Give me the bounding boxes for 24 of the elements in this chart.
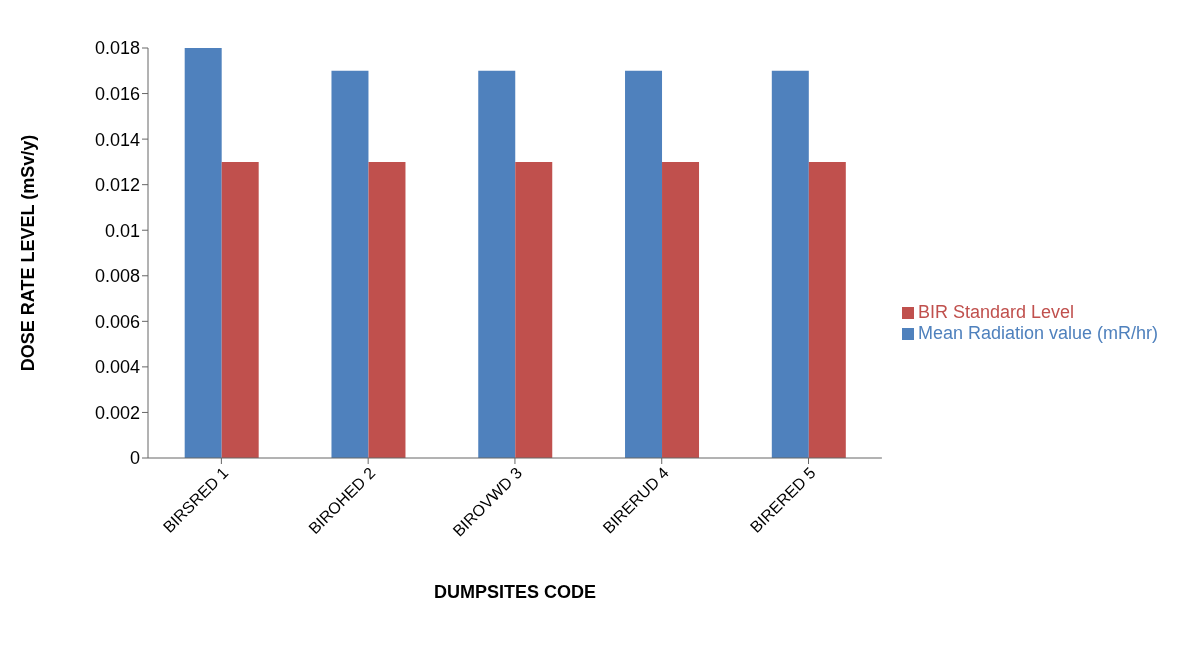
y-tick-label: 0.016 — [94, 83, 140, 104]
y-tick-label: 0.018 — [94, 38, 140, 59]
bar — [771, 70, 809, 458]
legend-label: BIR Standard Level — [917, 302, 1074, 322]
bar — [808, 161, 846, 458]
y-tick-label: 0.01 — [104, 220, 140, 241]
bar — [184, 48, 222, 458]
bar — [368, 161, 406, 458]
y-tick-label: 0.008 — [94, 266, 140, 287]
bar — [515, 161, 553, 458]
y-tick-label: 0 — [129, 448, 140, 469]
bar — [625, 70, 663, 458]
bar — [221, 161, 259, 458]
y-tick-label: 0.004 — [94, 357, 140, 378]
x-axis-title: DUMPSITES CODE — [433, 582, 596, 602]
y-tick-label: 0.002 — [94, 402, 140, 423]
bar — [331, 70, 369, 458]
y-tick-label: 0.014 — [94, 129, 140, 150]
y-tick-label: 0.012 — [94, 175, 140, 196]
bar — [662, 161, 700, 458]
y-tick-label: 0.006 — [94, 311, 140, 332]
legend-label: Mean Radiation value (mR/hr) — [917, 323, 1158, 343]
bar — [478, 70, 516, 458]
y-axis-title: DOSE RATE LEVEL (mSv/y) — [18, 134, 39, 372]
